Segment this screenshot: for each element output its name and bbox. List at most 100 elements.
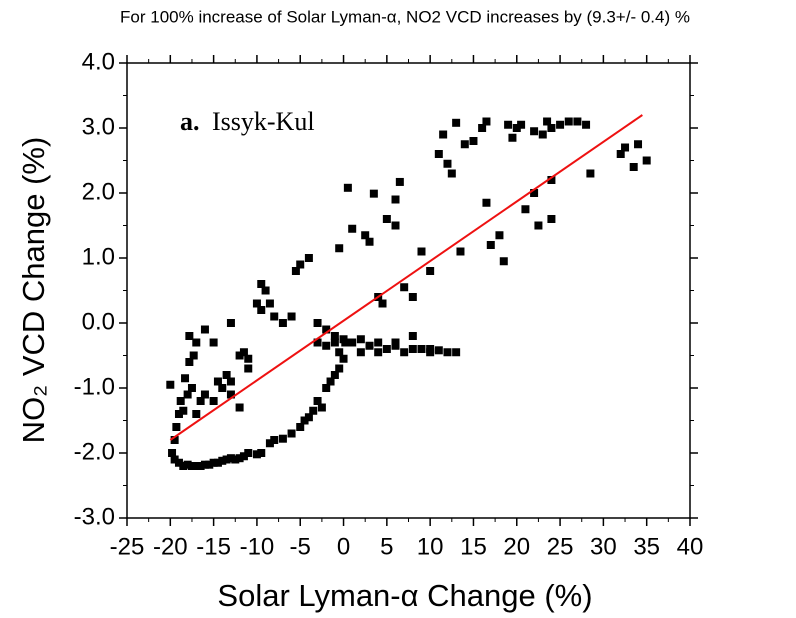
point — [181, 374, 190, 383]
point — [530, 127, 539, 136]
point — [183, 390, 192, 399]
point — [478, 124, 487, 132]
point — [482, 198, 491, 207]
point — [322, 384, 331, 392]
point — [313, 397, 322, 405]
point — [330, 338, 339, 347]
point — [235, 351, 244, 360]
point — [200, 390, 209, 399]
point — [564, 117, 573, 126]
x-tick-label: 10 — [417, 533, 444, 560]
point — [356, 348, 365, 357]
point — [538, 130, 547, 139]
x-tick-label: 20 — [503, 533, 530, 560]
point — [517, 120, 526, 129]
point — [235, 403, 244, 412]
point — [291, 267, 300, 275]
point — [634, 140, 643, 149]
point — [391, 338, 400, 347]
point — [556, 120, 565, 129]
x-tick-label: 25 — [547, 533, 574, 560]
point — [547, 215, 556, 223]
point — [189, 351, 198, 360]
point — [335, 348, 344, 357]
point — [261, 286, 270, 295]
point — [313, 338, 322, 347]
point — [179, 406, 188, 415]
x-tick-label: -15 — [196, 533, 231, 560]
point — [486, 241, 495, 249]
point — [170, 436, 179, 444]
point — [621, 143, 630, 152]
point — [629, 163, 638, 171]
point — [348, 338, 357, 347]
point — [417, 345, 426, 353]
x-tick-label: 0 — [337, 533, 350, 560]
point — [176, 397, 185, 405]
point — [395, 177, 404, 186]
point — [222, 455, 231, 464]
point — [257, 449, 266, 457]
point — [499, 257, 508, 266]
point — [252, 299, 261, 308]
point — [304, 413, 313, 422]
y-tick-label: 4.0 — [82, 48, 115, 75]
point — [244, 354, 253, 363]
point — [231, 455, 240, 464]
point — [170, 455, 179, 464]
point — [378, 299, 387, 308]
y-axis-label: NO₂ VCD Change (%) — [16, 137, 51, 444]
point — [391, 221, 400, 230]
point — [174, 410, 183, 418]
point — [335, 364, 344, 373]
point — [296, 423, 305, 431]
point — [408, 293, 417, 301]
point — [244, 449, 253, 457]
point — [504, 120, 513, 129]
point — [374, 338, 383, 347]
point — [226, 390, 235, 399]
point — [185, 358, 194, 366]
point — [313, 319, 322, 327]
point — [365, 237, 374, 246]
point — [426, 345, 435, 353]
point — [185, 332, 194, 340]
point — [174, 458, 183, 467]
point — [434, 150, 443, 158]
point — [408, 345, 417, 353]
x-tick-label: 5 — [380, 533, 393, 560]
point — [304, 254, 313, 262]
point — [382, 345, 391, 353]
point — [512, 124, 521, 132]
point — [244, 364, 253, 373]
point — [573, 117, 582, 126]
point — [408, 332, 417, 340]
point — [452, 348, 461, 357]
point — [166, 380, 175, 389]
point — [168, 449, 177, 457]
point — [270, 312, 279, 321]
y-tick-label: -3.0 — [74, 503, 115, 530]
point — [309, 406, 318, 415]
chart-title: For 100% increase of Solar Lyman-α, NO2 … — [120, 7, 690, 26]
point — [239, 452, 248, 461]
point — [226, 319, 235, 327]
point — [226, 377, 235, 386]
point — [508, 133, 517, 142]
y-tick-label: 2.0 — [82, 178, 115, 205]
point — [209, 338, 218, 347]
point — [226, 454, 235, 463]
x-tick-label: 30 — [590, 533, 617, 560]
annotation: Issyk-Kul — [212, 107, 315, 136]
point — [265, 439, 274, 448]
point — [196, 397, 205, 405]
x-tick-label: -20 — [153, 533, 188, 560]
point — [278, 434, 287, 443]
point — [426, 267, 435, 275]
point — [330, 371, 339, 379]
point — [391, 195, 400, 204]
point — [270, 436, 279, 444]
x-axis-label: Solar Lyman-α Change (%) — [217, 578, 592, 613]
point — [322, 325, 331, 334]
